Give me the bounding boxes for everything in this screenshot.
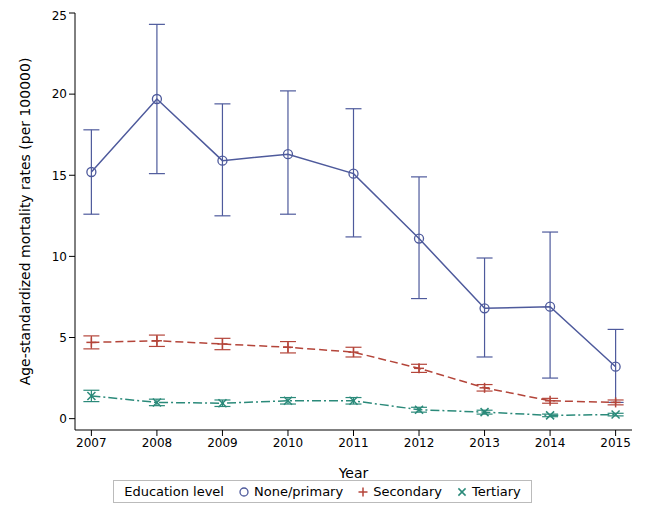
- html-text:Secondary: Secondary: [373, 484, 442, 499]
- svg-text:10: 10: [52, 250, 67, 264]
- svg-text:25: 25: [52, 9, 67, 23]
- html-text:Education level: Education level: [124, 484, 224, 499]
- svg-text:20: 20: [52, 87, 67, 101]
- svg-text:2007: 2007: [76, 436, 107, 450]
- svg-text:Age-standardized mortality rat: Age-standardized mortality rates (per 10…: [17, 58, 33, 386]
- svg-text:0: 0: [59, 412, 67, 426]
- svg-text:2008: 2008: [142, 436, 173, 450]
- svg-text:Year: Year: [338, 465, 369, 481]
- svg-text:2010: 2010: [273, 436, 304, 450]
- html-text:None/primary: None/primary: [254, 484, 344, 499]
- svg-text:2015: 2015: [600, 436, 631, 450]
- html-text:Tertiary: Tertiary: [472, 484, 521, 499]
- svg-text:2011: 2011: [338, 436, 369, 450]
- svg-text:5: 5: [59, 331, 67, 345]
- svg-text:2014: 2014: [535, 436, 566, 450]
- svg-text:15: 15: [52, 169, 67, 183]
- svg-text:2012: 2012: [404, 436, 435, 450]
- svg-text:2013: 2013: [469, 436, 500, 450]
- svg-text:2009: 2009: [207, 436, 238, 450]
